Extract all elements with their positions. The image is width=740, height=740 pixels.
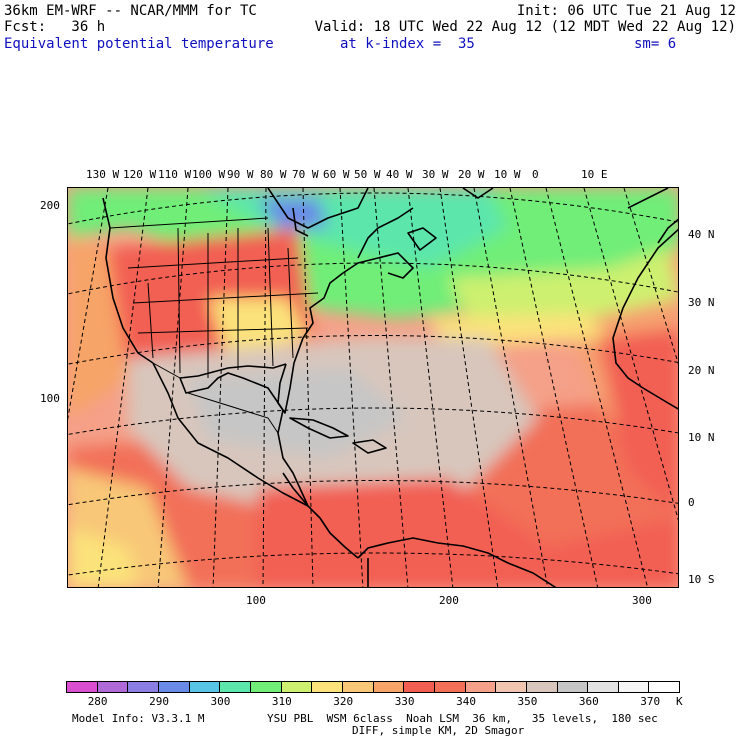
field-name: Equivalent potential temperature xyxy=(4,36,274,52)
grid-y-label: 100 xyxy=(40,392,60,405)
colorbar-swatch xyxy=(128,682,159,692)
colorbar-label: 340 xyxy=(456,695,476,708)
colorbar-swatch xyxy=(189,682,221,692)
colorbar-label: 320 xyxy=(333,695,354,708)
longitude-label: 130 W xyxy=(86,168,120,181)
field-appalachian-yellow xyxy=(208,298,308,358)
latitude-label: 20 N xyxy=(688,364,715,377)
latitude-label: 0 xyxy=(688,496,695,509)
longitude-label: 90 W xyxy=(227,168,254,181)
longitude-label: 80 W xyxy=(260,168,287,181)
field-gulf-gray xyxy=(188,368,408,458)
forecast-hour: Fcst: 36 h xyxy=(4,19,106,35)
political-borders xyxy=(109,217,319,434)
colorbar-label: 290 xyxy=(149,695,169,708)
longitude-label: 0 xyxy=(532,168,539,181)
longitude-label: 70 W xyxy=(292,168,319,181)
colorbar-label: 360 xyxy=(578,695,599,708)
colorbar-unit: K xyxy=(676,695,683,708)
colorbar-swatch xyxy=(158,682,190,692)
theta-e-map xyxy=(67,187,679,588)
colorbar-label: 350 xyxy=(517,695,538,708)
longitude-label: 40 W xyxy=(386,168,413,181)
colorbar-swatch xyxy=(649,682,680,692)
longitude-label: 10 E xyxy=(581,168,608,181)
coastlines xyxy=(102,188,678,587)
colorbar-swatch xyxy=(373,682,405,692)
colorbar-swatch xyxy=(67,682,98,692)
diffusion-info: DIFF, simple KM, 2D Smagor xyxy=(352,724,525,737)
colorbar-swatch xyxy=(557,682,589,692)
colorbar-swatch xyxy=(588,682,619,692)
colorbar-label: 300 xyxy=(210,695,231,708)
colorbar-label: 280 xyxy=(87,695,108,708)
colorbar-swatch xyxy=(220,682,251,692)
colorbar-swatch xyxy=(281,682,313,692)
longitude-label: 60 W xyxy=(323,168,350,181)
grid-x-label: 100 xyxy=(246,594,266,607)
field-atl-yellowgreen xyxy=(448,248,678,318)
colorbar-label: 310 xyxy=(271,695,292,708)
model-info: Model Info: V3.3.1 M xyxy=(72,712,205,725)
colorbar-label: 370 xyxy=(640,695,661,708)
colorbar-swatch xyxy=(496,682,527,692)
physics-info: YSU PBL WSM 6class Noah LSM 36 km, 35 le… xyxy=(267,712,658,725)
longitude-label: 120 W xyxy=(123,168,157,181)
longitude-label: 10 W xyxy=(494,168,521,181)
colorbar-swatch xyxy=(342,682,374,692)
colorbar-swatch xyxy=(618,682,650,692)
latitude-label: 10 S xyxy=(688,573,715,586)
smoothing-info: sm= 6 xyxy=(634,36,677,52)
colorbar-swatch xyxy=(526,682,558,692)
longitude-label: 110 W xyxy=(158,168,192,181)
longitude-label: 20 W xyxy=(458,168,485,181)
colorbar-swatch xyxy=(312,682,343,692)
level-info: at k-index = 35 xyxy=(340,36,475,52)
longitude-label: 50 W xyxy=(354,168,381,181)
map-canvas xyxy=(68,188,678,587)
field-sa-red xyxy=(258,478,678,587)
latitude-label: 40 N xyxy=(688,228,715,241)
latitude-label: 10 N xyxy=(688,431,715,444)
colorbar-swatch xyxy=(250,682,282,692)
colorbar-swatch xyxy=(434,682,466,692)
model-title: 36km EM-WRF -- NCAR/MMM for TC xyxy=(4,3,257,19)
colorbar-swatch xyxy=(97,682,129,692)
graticule xyxy=(68,188,678,587)
colorbar xyxy=(66,681,680,693)
colorbar-label: 330 xyxy=(394,695,415,708)
init-time: Init: 06 UTC Tue 21 Aug 12 xyxy=(516,3,736,19)
longitude-label: 100 W xyxy=(192,168,226,181)
grid-x-label: 200 xyxy=(439,594,459,607)
colorbar-swatch xyxy=(465,682,497,692)
colorbar-swatch xyxy=(404,682,435,692)
longitude-label: 30 W xyxy=(422,168,449,181)
valid-time: Valid: 18 UTC Wed 22 Aug 12 (12 MDT Wed … xyxy=(314,19,736,35)
field-west-orange xyxy=(68,238,128,418)
field-africa-red xyxy=(598,328,678,517)
latitude-label: 30 N xyxy=(688,296,715,309)
grid-y-label: 200 xyxy=(40,199,60,212)
grid-x-label: 300 xyxy=(632,594,652,607)
